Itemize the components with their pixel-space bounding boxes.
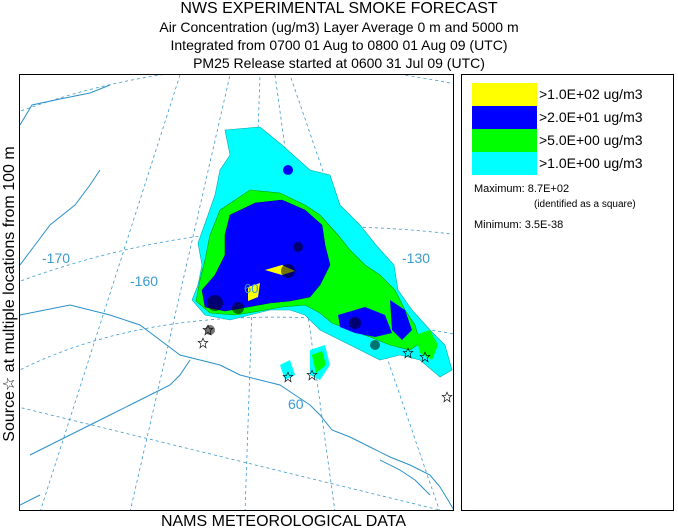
legend-panel: >1.0E+02 ug/m3 >2.0E+01 ug/m3 >5.0E+00 u…: [461, 74, 674, 511]
legend-item: >2.0E+01 ug/m3: [472, 106, 672, 129]
source-cluster: [293, 242, 303, 252]
coastline-west: [20, 169, 101, 266]
legend-swatch-yellow: [472, 83, 537, 106]
legend-label: >2.0E+01 ug/m3: [539, 109, 643, 125]
source-star-icon: [441, 391, 453, 403]
minimum-value: Minimum: 3.5E-38: [474, 219, 564, 231]
smoke-map: -170 -160 -130 60 60: [19, 74, 454, 511]
legend-item: >1.0E+00 ug/m3: [472, 152, 672, 175]
source-star-icon: [306, 369, 318, 381]
source-cluster: [207, 295, 223, 311]
legend-swatch-green: [472, 129, 537, 152]
source-star-icon: [282, 371, 294, 383]
source-cluster: [232, 302, 244, 314]
source-side-label: Source☆ at multiple locations from 100 m: [0, 74, 18, 514]
coastline-south: [20, 304, 453, 510]
coastline-north: [20, 84, 111, 126]
coastline: [20, 84, 453, 510]
meteorological-data-footer: NAMS METEOROLOGICAL DATA: [160, 513, 407, 530]
peninsula-coast: [29, 359, 191, 456]
source-cluster: [370, 340, 380, 350]
smoke-yellow-region: [248, 283, 260, 301]
legend-label: >5.0E+00 ug/m3: [539, 132, 643, 148]
release-start-line: PM25 Release started at 0600 31 Jul 09 (…: [193, 55, 485, 71]
longitude-line: [289, 75, 440, 510]
longitude-label-160: -160: [130, 273, 158, 289]
source-cluster: [205, 325, 215, 335]
smoke-green-region: [415, 330, 438, 360]
latitude-label-60-north: 60: [244, 281, 258, 296]
forecast-title: NWS EXPERIMENTAL SMOKE FORECAST: [180, 0, 498, 17]
concentration-layer-line: Air Concentration (ug/m3) Layer Average …: [159, 19, 519, 35]
panhandle-coast: [379, 459, 431, 496]
source-cluster: [349, 317, 361, 329]
map-canvas: -170 -160 -130 60 60: [20, 75, 453, 510]
source-star-icon: [419, 351, 431, 363]
longitude-label-130: -130: [402, 250, 430, 266]
legend-item: >1.0E+02 ug/m3: [472, 83, 672, 106]
smoke-blue-region: [390, 300, 412, 340]
source-cluster: [281, 264, 295, 278]
smoke-blue-region: [201, 199, 331, 312]
smoke-cyan-region: [280, 360, 295, 380]
island-coast: [20, 494, 41, 506]
longitude-line: [20, 407, 442, 510]
longitude-line: [130, 75, 231, 510]
maximum-note: (identified as a square): [534, 199, 636, 210]
latitude-label-60-south: 60: [288, 396, 304, 412]
longitude-line: [40, 75, 181, 510]
legend-swatch-blue: [472, 106, 537, 129]
latitude-line: [20, 75, 453, 112]
smoke-blue-region: [338, 307, 392, 337]
smoke-green-region: [312, 351, 326, 373]
source-clusters: [205, 242, 380, 350]
longitude-label-170: -170: [42, 250, 70, 266]
smoke-blue-region: [283, 165, 293, 175]
legend-item: >5.0E+00 ug/m3: [472, 129, 672, 152]
legend-label: >1.0E+02 ug/m3: [539, 86, 643, 102]
source-star-icon: [197, 337, 209, 349]
legend-swatch-cyan: [472, 152, 537, 175]
legend-label: >1.0E+00 ug/m3: [539, 155, 643, 171]
integration-period-line: Integrated from 0700 01 Aug to 0800 01 A…: [170, 37, 508, 53]
maximum-value: Maximum: 8.7E+02: [474, 183, 570, 195]
source-star-icon: [402, 347, 414, 359]
source-location-text: Source☆ at multiple locations from 100 m: [1, 146, 18, 442]
